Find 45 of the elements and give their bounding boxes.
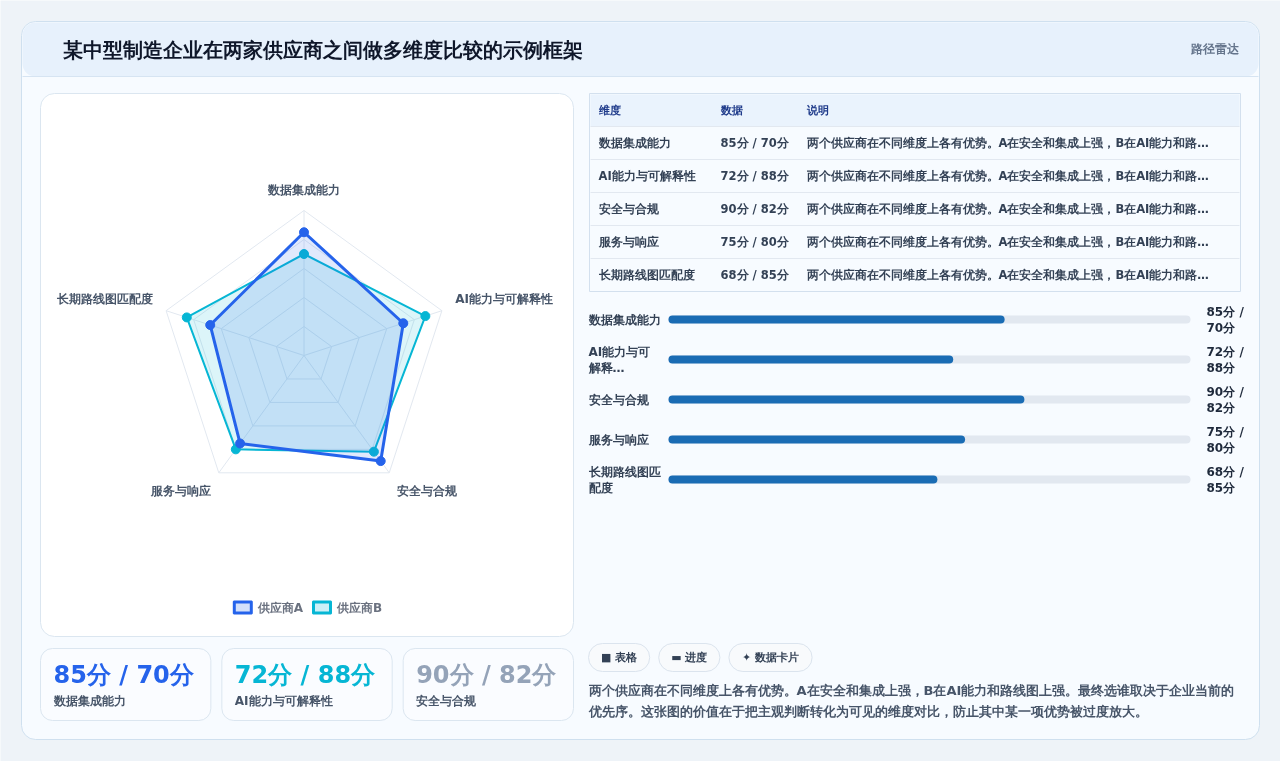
text: 两个供应商在不同维度上各有优势。A在安全和集成上强，B在AI能力和路… [806, 235, 1209, 249]
category-label: 数据 [719, 103, 743, 117]
text: 85分 / 70分 [720, 136, 789, 150]
data-label: 72分 / 88分 [1206, 344, 1245, 375]
text: 两个供应商在不同维度上各有优势。A在安全和集成上强，B在AI能力和路线图上强。最终选谁取决于企业当前的优先序。这张图的价值在于把主观判断转化为可见的维度对比，防止其中某一项优势被过度放大。 [587, 683, 1235, 719]
text: 路径雷达 [1189, 41, 1240, 56]
data-label: 85分 / 70分 [1206, 304, 1245, 335]
category-label: ▬ 进度 [671, 651, 708, 664]
data-label: 68分 / 85分 [1206, 464, 1245, 495]
text: 75分 / 80分 [720, 235, 789, 249]
category-label: ✦ 数据卡片 [741, 651, 800, 664]
text: 72分 / 88分 [720, 169, 789, 183]
y-tick-label: 安全与合规 [588, 392, 650, 407]
text: 两个供应商在不同维度上各有优势。A在安全和集成上强，B在AI能力和路… [806, 136, 1209, 150]
y-tick-label: AI能力与可解释… [587, 344, 651, 375]
category-label: 维度 [597, 103, 621, 117]
data-label: 90分 / 82分 [1206, 384, 1245, 415]
text: 两个供应商在不同维度上各有优势。A在安全和集成上强，B在AI能力和路… [806, 169, 1209, 183]
text: 两个供应商在不同维度上各有优势。A在安全和集成上强，B在AI能力和路… [806, 268, 1209, 282]
text: 长期路线图匹配度 [598, 268, 695, 282]
category-label: 说明 [805, 103, 829, 117]
category-label: AI能力与可解释性 [234, 693, 333, 708]
category-label: ■ 表格 [600, 651, 639, 664]
spoke-label: 数据集成能力 [267, 182, 340, 197]
text: 90分 / 82分 [720, 202, 789, 216]
legend-label: 供应商A [256, 600, 304, 615]
category-label: 安全与合规 [416, 693, 477, 708]
text: 两个供应商在不同维度上各有优势。A在安全和集成上强，B在AI能力和路… [806, 202, 1209, 216]
spoke-label: AI能力与可解释性 [455, 292, 553, 307]
spoke-label: 安全与合规 [397, 484, 459, 499]
text: 90分 / 82分 [416, 660, 557, 689]
y-tick-label: 长期路线图匹配度 [587, 464, 661, 495]
category-label: AI能力与可解释性 [598, 169, 696, 183]
spoke-label: 长期路线图匹配度 [55, 292, 153, 307]
y-tick-label: 数据集成能力 [587, 312, 661, 327]
legend-label: 供应商B [336, 600, 383, 615]
text: 72分 / 88分 [234, 660, 376, 689]
chart-title: 某中型制造企业在两家供应商之间做多维度比较的示例框架 [61, 37, 583, 62]
text: 68分 / 85分 [720, 268, 789, 282]
category-label: 数据集成能力 [597, 136, 671, 150]
category-label: 数据集成能力 [53, 693, 126, 708]
data-label: 75分 / 80分 [1206, 424, 1245, 455]
text: 85分 / 70分 [53, 660, 194, 689]
spoke-label: 服务与响应 [149, 484, 211, 499]
y-tick-label: 服务与响应 [587, 432, 649, 447]
